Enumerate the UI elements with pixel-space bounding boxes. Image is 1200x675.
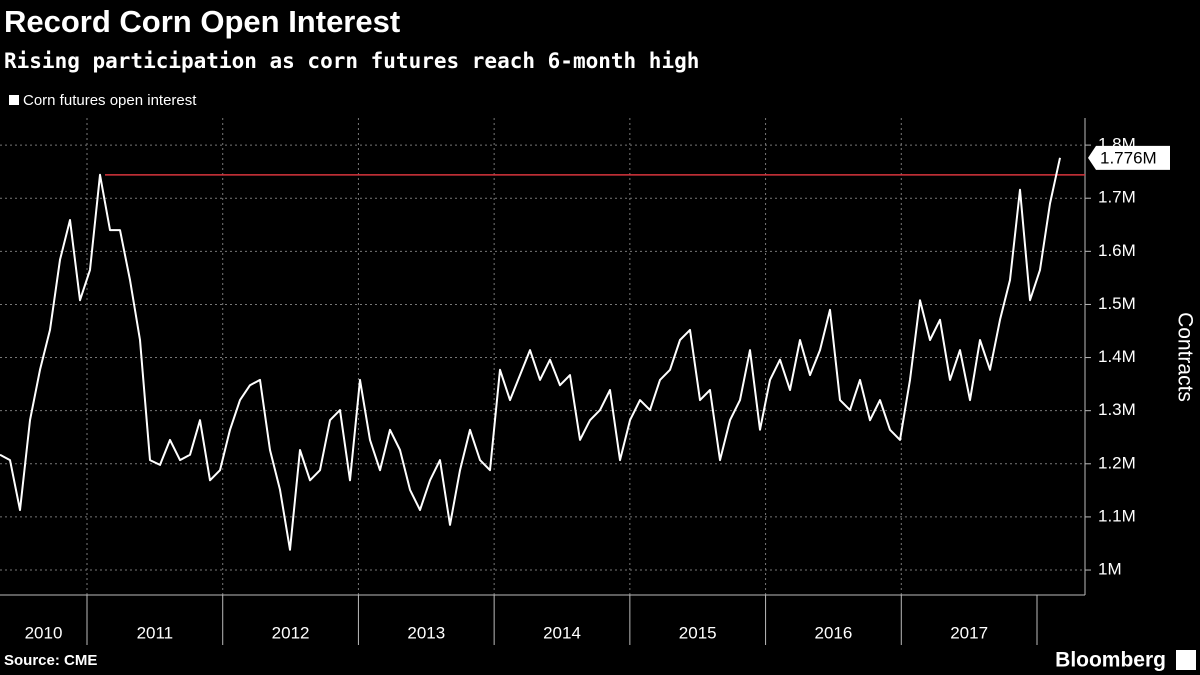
chart-subtitle: Rising participation as corn futures rea…: [4, 49, 699, 73]
annotation-label: 1.776M: [1100, 148, 1157, 167]
y-tick-label: 1.4M: [1098, 347, 1136, 366]
x-tick-label: 2013: [407, 623, 445, 642]
x-tick-label: 2011: [137, 623, 174, 642]
x-tick-label: 2014: [543, 623, 581, 642]
x-tick-label: 2010: [25, 623, 63, 642]
y-axis-label: Contracts: [1173, 312, 1196, 402]
source: Source: CME: [4, 652, 97, 669]
x-tick-label: 2012: [272, 623, 310, 642]
brand: Bloomberg: [1055, 649, 1166, 672]
legend-label: Corn futures open interest: [23, 92, 197, 109]
chart-title: Record Corn Open Interest: [4, 4, 400, 39]
brand-icon: [1176, 650, 1196, 670]
y-tick-label: 1.1M: [1098, 506, 1136, 525]
y-tick-label: 1.6M: [1098, 241, 1136, 260]
annotation-box: [1088, 145, 1170, 170]
y-tick-label: 1M: [1098, 560, 1122, 579]
data-line: [0, 157, 1061, 551]
y-tick-label: 1.3M: [1098, 400, 1136, 419]
y-tick-label: 1.7M: [1098, 188, 1136, 207]
y-tick-label: 1.2M: [1098, 453, 1136, 472]
x-tick-label: 2016: [815, 623, 853, 642]
x-tick-label: 2015: [679, 623, 717, 642]
y-tick-label: 1.5M: [1098, 294, 1136, 313]
legend-swatch: [9, 95, 19, 105]
x-tick-label: 2017: [950, 623, 988, 642]
